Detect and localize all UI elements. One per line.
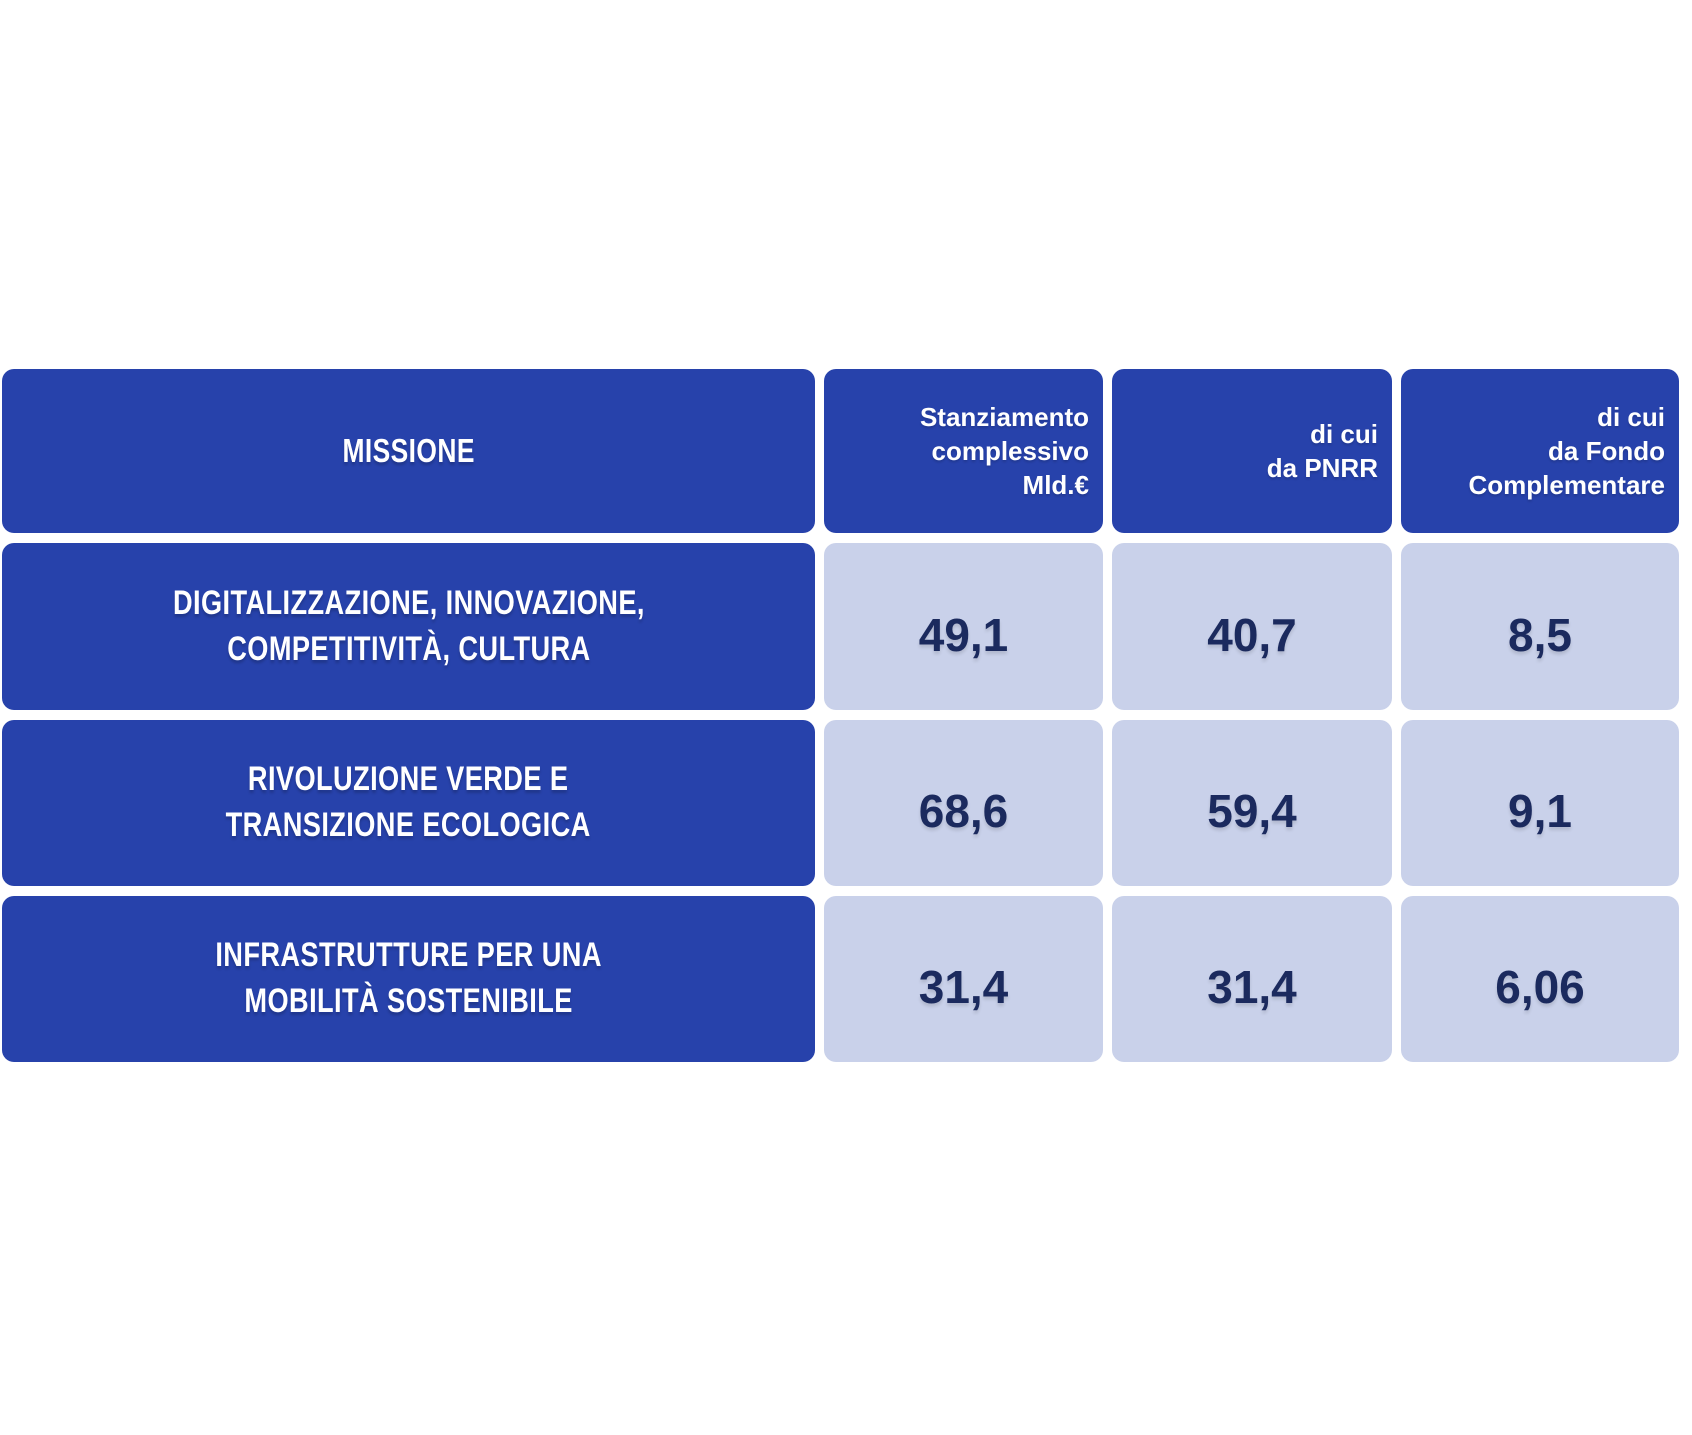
value-cell-fondo: 9,1: [1401, 720, 1679, 886]
funding-table: MISSIONE Stanziamento complessivo Mld.€ …: [2, 369, 1679, 1062]
value-cell-pnrr: 59,4: [1112, 720, 1392, 886]
mission-label: INFRASTRUTTURE PER UNA MOBILITÀ SOSTENIB…: [215, 936, 602, 1020]
header-di-cui-da-pnrr: di cui da PNRR: [1112, 369, 1392, 533]
header-di-cui-da-fondo-complementare: di cui da Fondo Complementare: [1401, 369, 1679, 533]
value-cell-pnrr: 31,4: [1112, 896, 1392, 1062]
value-cell-stanziamento: 68,6: [824, 720, 1103, 886]
value-cell-fondo: 6,06: [1401, 896, 1679, 1062]
header-missione: MISSIONE: [2, 369, 815, 533]
header-missione-label: MISSIONE: [342, 432, 475, 469]
value-cell-stanziamento: 49,1: [824, 543, 1103, 710]
mission-label-cell-rivoluzione-verde: RIVOLUZIONE VERDE E TRANSIZIONE ECOLOGIC…: [2, 720, 815, 886]
value-cell-fondo: 8,5: [1401, 543, 1679, 710]
value-cell-pnrr: 40,7: [1112, 543, 1392, 710]
header-stanziamento-complessivo: Stanziamento complessivo Mld.€: [824, 369, 1103, 533]
mission-label: DIGITALIZZAZIONE, INNOVAZIONE, COMPETITI…: [172, 583, 645, 668]
mission-label-cell-infrastrutture: INFRASTRUTTURE PER UNA MOBILITÀ SOSTENIB…: [2, 896, 815, 1062]
mission-label: RIVOLUZIONE VERDE E TRANSIZIONE ECOLOGIC…: [225, 760, 592, 844]
mission-label-cell-digitalizzazione: DIGITALIZZAZIONE, INNOVAZIONE, COMPETITI…: [2, 543, 815, 710]
value-cell-stanziamento: 31,4: [824, 896, 1103, 1062]
